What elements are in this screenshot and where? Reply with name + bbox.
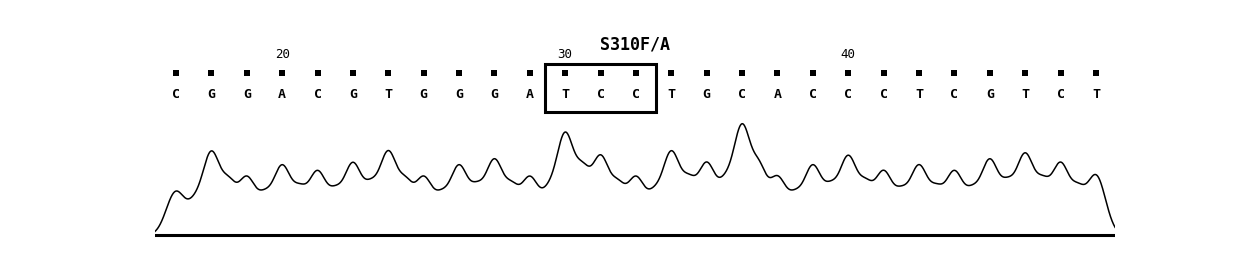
Text: T: T — [668, 88, 675, 101]
Text: C: C — [172, 88, 180, 101]
Text: T: T — [1092, 88, 1100, 101]
Text: A: A — [773, 88, 782, 101]
Text: C: C — [809, 88, 817, 101]
Text: T: T — [384, 88, 393, 101]
Text: G: G — [349, 88, 357, 101]
Text: T: T — [561, 88, 569, 101]
Text: C: C — [738, 88, 746, 101]
Text: C: C — [950, 88, 959, 101]
Text: G: G — [420, 88, 427, 101]
Text: C: C — [632, 88, 641, 101]
Text: A: A — [525, 88, 534, 101]
Text: 20: 20 — [275, 49, 290, 61]
Text: G: G — [703, 88, 711, 101]
Text: C: C — [844, 88, 852, 101]
Bar — [545, 64, 657, 112]
Text: G: G — [455, 88, 463, 101]
Text: T: T — [914, 88, 923, 101]
Text: S310F/A: S310F/A — [600, 36, 670, 54]
Text: G: G — [207, 88, 216, 101]
Text: 30: 30 — [558, 49, 572, 61]
Text: G: G — [243, 88, 250, 101]
Text: G: G — [986, 88, 994, 101]
Text: C: C — [596, 88, 605, 101]
Text: G: G — [491, 88, 498, 101]
Text: 40: 40 — [841, 49, 856, 61]
Text: C: C — [313, 88, 322, 101]
Text: T: T — [1021, 88, 1030, 101]
Text: C: C — [880, 88, 887, 101]
Text: C: C — [1057, 88, 1064, 101]
Text: A: A — [278, 88, 286, 101]
